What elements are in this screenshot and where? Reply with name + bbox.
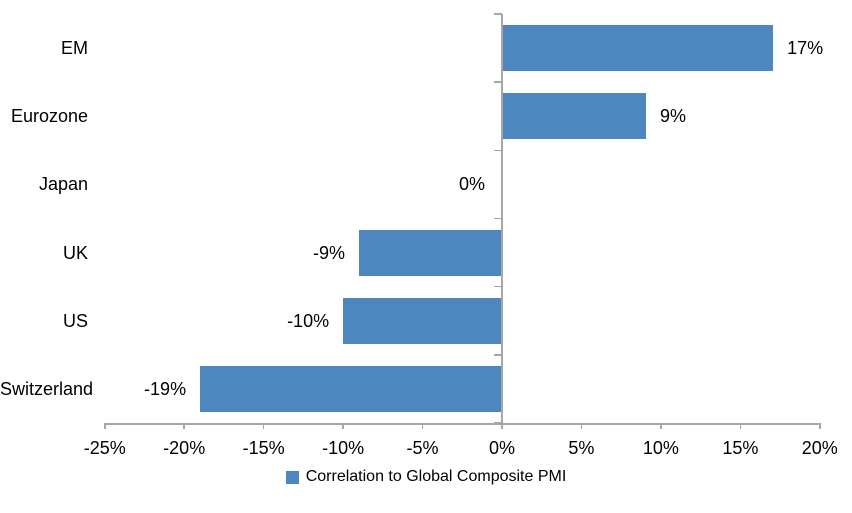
legend-swatch-icon (285, 470, 299, 484)
y-axis-tick (494, 285, 502, 288)
data-label: 0% (458, 174, 485, 195)
y-axis-tick (494, 13, 502, 15)
x-axis-tick-label: 20% (801, 438, 838, 458)
bar (358, 229, 502, 276)
x-axis-tick (104, 423, 106, 429)
x-axis-tick-label: -25% (83, 438, 126, 458)
x-axis-tick-label: 0% (488, 438, 515, 458)
bar (200, 365, 502, 412)
x-axis-tick-label: -5% (406, 438, 439, 458)
x-axis-tick-label: -20% (163, 438, 206, 458)
y-axis-tick (494, 81, 502, 83)
x-axis-tick (342, 423, 344, 429)
legend: Correlation to Global Composite PMI (0, 468, 852, 486)
x-axis-tick-label: -10% (322, 438, 365, 458)
data-label: 9% (660, 106, 687, 127)
x-axis-tick (739, 423, 742, 429)
x-axis-tick (660, 423, 662, 429)
data-label: -19% (144, 378, 187, 399)
bar (503, 25, 774, 72)
x-axis-tick-label: 15% (722, 438, 759, 458)
bar (503, 93, 646, 140)
data-label: -10% (287, 310, 330, 331)
y-axis-tick (494, 149, 502, 152)
legend-label: Correlation to Global Composite PMI (305, 468, 567, 485)
data-label: 17% (787, 38, 824, 59)
x-axis-tick (580, 423, 583, 429)
x-axis-tick-label: 10% (642, 438, 679, 458)
x-axis-tick (819, 423, 821, 429)
category-label: Eurozone (10, 106, 88, 127)
x-axis-tick (421, 423, 424, 429)
y-axis-tick (494, 354, 502, 356)
x-axis-tick (183, 423, 185, 429)
data-label: -9% (312, 242, 345, 263)
y-axis-line (501, 14, 503, 423)
x-axis-tick (501, 423, 503, 429)
category-label: Japan (38, 174, 88, 195)
x-axis-tick-label: -15% (242, 438, 285, 458)
category-label: UK (62, 242, 88, 263)
category-label: EM (61, 38, 88, 59)
category-label: Switzerland (0, 378, 94, 399)
x-axis-tick (262, 423, 265, 429)
x-axis-line (104, 423, 822, 425)
category-label: US (62, 310, 88, 331)
x-axis-tick-label: 5% (568, 438, 595, 458)
bar (343, 297, 502, 344)
y-axis-tick (494, 217, 502, 220)
y-axis-tick (494, 422, 502, 424)
